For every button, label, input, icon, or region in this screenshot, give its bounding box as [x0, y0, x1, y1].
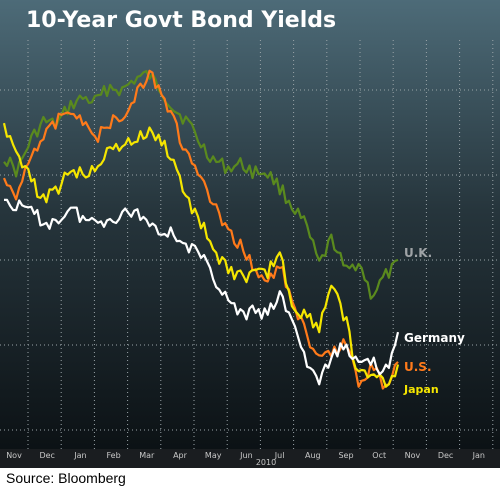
x-tick-label-5: Apr	[173, 451, 188, 460]
source-caption: Source: Bloomberg	[6, 470, 126, 486]
legend-label-us: U.S.	[404, 360, 432, 374]
x-tick-label-2: Jan	[73, 451, 86, 460]
x-axis: Nov Dec Jan Feb Mar Apr May Jun Jul Aug Sep Oct Nov D…	[6, 451, 485, 460]
x-tick-label-10: Sep	[338, 451, 353, 460]
legend-label-uk: U.K.	[404, 246, 432, 260]
series-line-japan	[2, 122, 400, 388]
x-tick-label-12: Nov	[405, 451, 421, 460]
x-tick-label-11: Oct	[372, 451, 386, 460]
chart-svg: Nov Dec Jan Feb Mar Apr May Jun Jul Aug Sep Oct Nov D…	[0, 0, 500, 468]
x-tick-label-14: Jan	[472, 451, 485, 460]
chart-lines	[2, 69, 400, 390]
chart: Nov Dec Jan Feb Mar Apr May Jun Jul Aug Sep Oct Nov D…	[0, 0, 500, 468]
x-tick-label-8: Jul	[274, 451, 285, 460]
x-tick-label-1: Dec	[39, 451, 54, 460]
x-axis-year-label: 2010	[256, 458, 276, 467]
chart-background	[0, 0, 500, 468]
legend-label-japan: Japan	[403, 383, 439, 396]
x-axis-band	[0, 449, 500, 468]
x-tick-label-6: May	[205, 451, 222, 460]
chart-title: 10-Year Govt Bond Yields	[26, 8, 336, 33]
series-line-uk	[3, 69, 399, 300]
chart-legend: U.K. U.S. Japan Germany	[403, 246, 465, 396]
series-line-germany	[4, 198, 400, 386]
x-tick-label-13: Dec	[438, 451, 453, 460]
x-tick-label-3: Feb	[107, 451, 121, 460]
x-tick-label-0: Nov	[6, 451, 22, 460]
x-tick-label-7: Jun	[239, 451, 253, 460]
legend-label-germany: Germany	[404, 331, 465, 345]
x-tick-label-9: Aug	[305, 451, 321, 460]
x-tick-label-4: Mar	[139, 451, 155, 460]
